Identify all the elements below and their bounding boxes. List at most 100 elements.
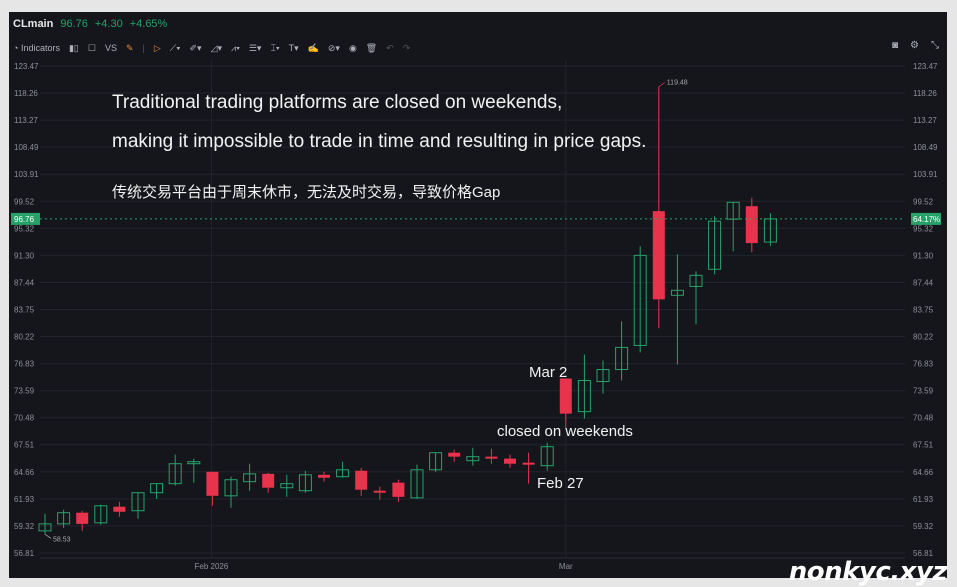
y-tick-label-right: 76.83 xyxy=(913,360,934,369)
min-label-leader xyxy=(44,533,52,539)
candle-body xyxy=(206,471,219,496)
pattern-icon[interactable]: ⩘▾ xyxy=(231,42,240,53)
candle-body xyxy=(689,274,703,287)
last-price-badge-text: 96.76 xyxy=(14,215,35,224)
last-price-pct-text: 64.17% xyxy=(913,215,940,224)
symbol-name[interactable]: CLmain xyxy=(13,18,54,30)
price-change-pct: +4.65% xyxy=(129,18,168,30)
triangle-icon[interactable]: ◿▾ xyxy=(210,42,222,53)
candle-body xyxy=(131,492,145,512)
candle-body xyxy=(373,490,386,493)
y-tick-label-right: 87.44 xyxy=(913,278,934,287)
y-tick-label-left: 103.91 xyxy=(14,170,39,179)
candle-body xyxy=(577,379,591,413)
fib-icon[interactable]: ☰▾ xyxy=(248,42,262,53)
price-change: +4.30 xyxy=(94,18,123,30)
y-tick-label-right: 56.81 xyxy=(913,549,934,558)
y-tick-label-right: 108.49 xyxy=(913,143,938,152)
y-tick-label-left: 95.32 xyxy=(14,224,35,233)
y-tick-label-right: 67.51 xyxy=(913,441,934,450)
candle-body xyxy=(615,346,629,371)
y-tick-label-right: 73.59 xyxy=(913,387,934,396)
x-tick-label: Mar xyxy=(559,562,573,571)
y-tick-label-left: 118.26 xyxy=(14,89,38,98)
candle-body xyxy=(485,456,498,459)
max-label-leader xyxy=(658,82,665,87)
toolbar-divider: | xyxy=(142,43,145,53)
y-tick-label-right: 123.47 xyxy=(913,62,938,71)
y-tick-label-left: 99.52 xyxy=(14,197,35,206)
candle-body xyxy=(652,211,665,300)
chart-actions: ◙ ⚙ ⤡ xyxy=(892,40,939,51)
candle-body xyxy=(76,512,89,524)
pen-icon[interactable]: ✐▾ xyxy=(189,42,202,53)
y-tick-label-right: 118.26 xyxy=(913,89,937,98)
candle-type-icon[interactable]: ▮▯ xyxy=(68,42,79,53)
annotation-line-2: making it impossible to trade in time an… xyxy=(112,131,647,152)
y-tick-label-right: 80.22 xyxy=(913,333,934,342)
y-tick-label-right: 61.93 xyxy=(913,495,934,504)
y-tick-label-left: 83.75 xyxy=(14,306,35,315)
candle-body xyxy=(670,289,684,296)
compare-button[interactable]: VS xyxy=(104,43,117,53)
candle-body xyxy=(448,452,461,457)
candle-body xyxy=(150,483,164,494)
y-tick-label-left: 108.49 xyxy=(14,143,39,152)
last-price: 96.76 xyxy=(60,18,88,30)
signature-icon[interactable]: ✍ xyxy=(307,42,319,53)
y-tick-label-left: 61.93 xyxy=(14,495,35,504)
y-tick-label-left: 87.44 xyxy=(14,278,35,287)
candle-body xyxy=(38,523,52,532)
annotation-feb-27: Feb 27 xyxy=(537,475,584,492)
trash-icon[interactable]: 🗑 xyxy=(365,42,378,53)
candle-body xyxy=(708,220,722,270)
brush-icon[interactable]: ✎ xyxy=(125,42,134,53)
y-tick-label-left: 64.66 xyxy=(14,468,35,477)
candle-body xyxy=(187,461,201,465)
indicators-button[interactable]: ◔ Indicators xyxy=(13,43,60,53)
shapes-icon[interactable]: ⊘▾ xyxy=(327,42,340,53)
y-tick-label-left: 73.59 xyxy=(14,387,35,396)
redo-icon[interactable]: ↷ xyxy=(402,42,411,53)
text-icon[interactable]: T▾ xyxy=(288,42,299,53)
candle-body xyxy=(392,482,405,497)
candle-body xyxy=(633,254,647,346)
annotation-line-1: Traditional trading platforms are closed… xyxy=(112,92,563,113)
gear-icon[interactable]: ⚙ xyxy=(910,40,919,51)
undo-icon[interactable]: ↶ xyxy=(386,42,394,53)
y-tick-label-right: 83.75 xyxy=(913,306,934,315)
measure-icon[interactable]: ⌶▾ xyxy=(270,42,280,53)
y-tick-label-right: 113.27 xyxy=(913,116,937,125)
candle-body xyxy=(522,462,535,465)
candle-body xyxy=(559,378,572,414)
fullscreen-icon[interactable]: ⤡ xyxy=(931,40,939,51)
candle-body xyxy=(336,469,350,478)
cursor-icon[interactable]: ▷ xyxy=(153,42,161,53)
candle-body xyxy=(224,479,238,497)
y-tick-label-right: 64.66 xyxy=(913,468,934,477)
y-tick-label-left: 113.27 xyxy=(14,116,38,125)
y-tick-label-left: 67.51 xyxy=(14,441,35,450)
candle-body xyxy=(57,512,71,525)
camera-icon[interactable]: ◙ xyxy=(891,40,899,51)
candle-body xyxy=(168,463,182,485)
min-price-label: 58.53 xyxy=(53,536,71,543)
eye-icon[interactable]: ◉ xyxy=(348,42,357,53)
y-tick-label-right: 70.48 xyxy=(913,414,934,423)
candle-body xyxy=(726,201,740,220)
candle-body xyxy=(410,469,424,499)
annotation-mar-2: Mar 2 xyxy=(529,364,568,381)
trend-line-icon[interactable]: ⟋▾ xyxy=(169,42,181,53)
candle-body xyxy=(429,452,443,471)
y-tick-label-left: 80.22 xyxy=(14,333,35,342)
y-tick-label-left: 76.83 xyxy=(14,360,35,369)
candle-body xyxy=(355,470,368,490)
indicators-label: Indicators xyxy=(20,43,60,53)
y-tick-label-left: 56.81 xyxy=(14,549,35,558)
y-tick-label-left: 91.30 xyxy=(14,251,35,260)
watermark: nonkyc.xyz xyxy=(788,557,948,587)
max-price-label: 119.48 xyxy=(667,80,688,87)
annotation-closed-on-weekends: closed on weekends xyxy=(497,423,633,440)
rectangle-icon[interactable]: ☐ xyxy=(87,42,96,53)
